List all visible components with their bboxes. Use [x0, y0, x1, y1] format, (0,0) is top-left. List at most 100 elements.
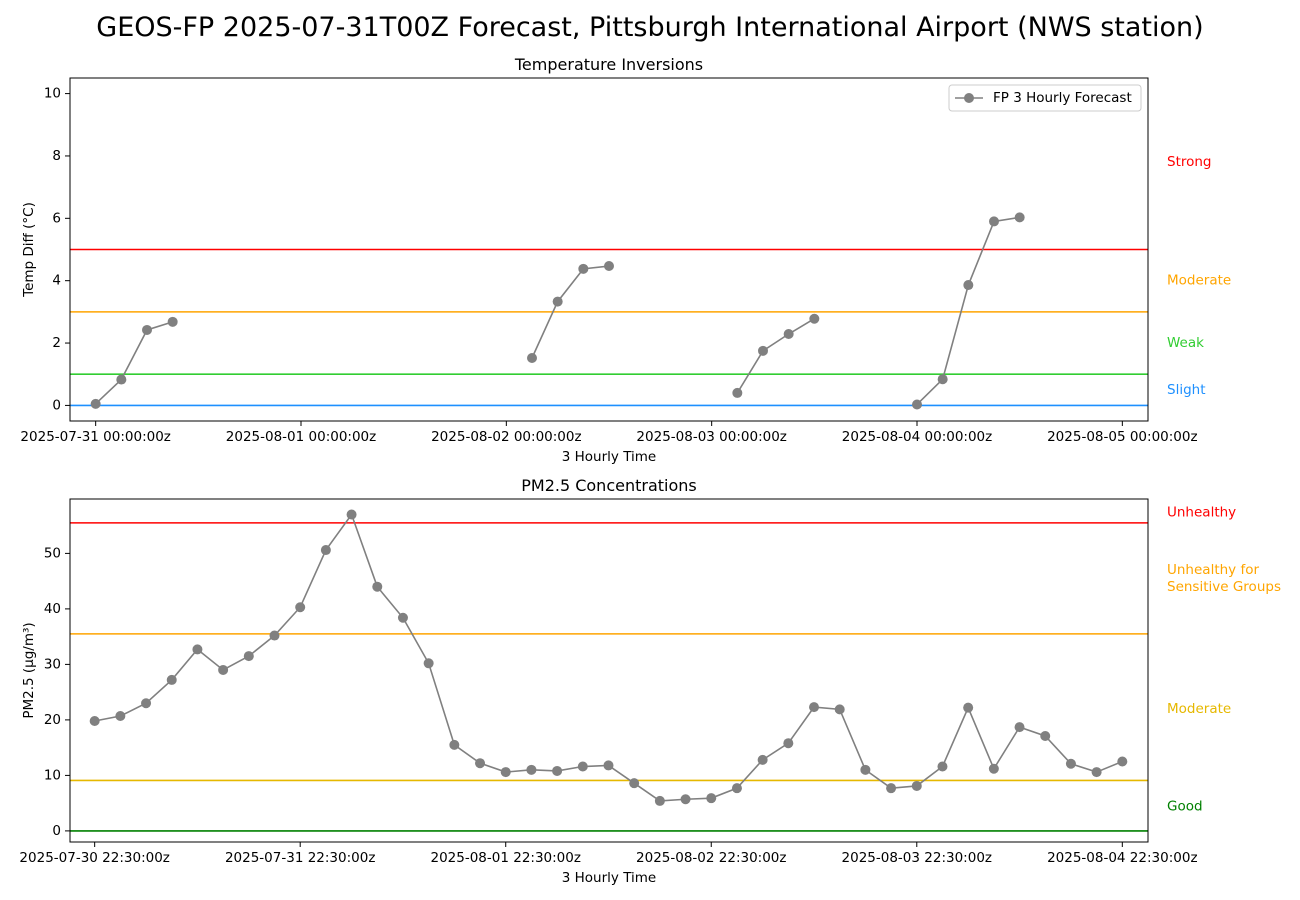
series-line: [916, 216, 1020, 406]
legend: FP 3 Hourly Forecast: [948, 84, 1142, 112]
threshold-label: Strong: [1167, 154, 1212, 170]
data-point: [423, 658, 434, 669]
data-point: [449, 739, 460, 750]
chart-title: PM2.5 Concentrations: [521, 476, 697, 495]
data-point: [397, 612, 408, 623]
x-tick-label: 2025-08-03 22:30:00z: [842, 850, 992, 866]
data-point: [192, 644, 203, 655]
data-point: [141, 698, 152, 709]
data-point: [578, 263, 589, 274]
data-point: [809, 702, 820, 713]
data-point: [475, 758, 486, 769]
y-tick-label: 6: [52, 210, 61, 226]
y-tick-label: 0: [52, 397, 61, 413]
data-point: [115, 711, 126, 722]
data-point: [1091, 767, 1102, 778]
axes-frame: [69, 77, 1149, 422]
data-point: [937, 374, 948, 385]
x-tick-label: 2025-08-02 00:00:00z: [431, 429, 581, 445]
data-point: [218, 664, 229, 675]
data-point: [860, 764, 871, 775]
data-point: [731, 783, 742, 794]
data-point: [604, 261, 614, 272]
data-point: [577, 761, 588, 772]
y-axis-label: Temp Diff (°C): [21, 202, 37, 298]
series-line: [95, 321, 173, 405]
data-point: [320, 545, 331, 556]
threshold-label: Weak: [1167, 335, 1204, 351]
data-point: [269, 630, 280, 641]
data-point: [886, 783, 897, 794]
data-point: [500, 767, 511, 778]
data-point: [526, 764, 537, 775]
data-point: [834, 704, 845, 715]
x-tick-label: 2025-07-30 22:30:00z: [19, 850, 169, 866]
data-point: [706, 793, 717, 804]
data-point: [603, 760, 614, 771]
data-point: [1117, 756, 1128, 767]
legend-marker: [964, 93, 974, 103]
legend-label: FP 3 Hourly Forecast: [993, 90, 1132, 106]
chart-title: Temperature Inversions: [514, 55, 703, 74]
y-axis-label: PM2.5 (μg/m³): [21, 622, 37, 718]
x-axis-label: 3 Hourly Time: [562, 449, 656, 465]
threshold-label-line: Unhealthy for: [1167, 562, 1259, 578]
page-title: GEOS-FP 2025-07-31T00Z Forecast, Pittsbu…: [96, 12, 1204, 43]
data-point: [654, 795, 665, 806]
data-point: [1014, 212, 1025, 223]
data-point: [911, 780, 922, 791]
data-point: [758, 345, 768, 356]
data-point: [809, 313, 820, 324]
x-tick-label: 2025-08-04 22:30:00z: [1047, 850, 1197, 866]
y-tick-label: 10: [44, 767, 61, 783]
y-tick-label: 2: [52, 335, 61, 351]
data-point: [90, 398, 101, 409]
y-tick-label: 50: [44, 545, 61, 561]
data-point: [1065, 758, 1076, 769]
threshold-label: Good: [1167, 798, 1203, 814]
data-point: [116, 374, 127, 385]
x-axis-label: 3 Hourly Time: [562, 870, 656, 886]
data-point: [757, 754, 768, 765]
y-tick-label: 30: [44, 656, 61, 672]
data-point: [552, 296, 563, 307]
data-point: [912, 399, 922, 410]
x-tick-label: 2025-08-03 00:00:00z: [636, 429, 786, 445]
y-tick-label: 40: [44, 601, 61, 617]
data-point: [372, 581, 383, 592]
legend-box: [948, 84, 1142, 112]
x-tick-label: 2025-08-01 00:00:00z: [226, 429, 376, 445]
y-tick-label: 4: [52, 273, 61, 289]
threshold-label: Slight: [1167, 382, 1206, 398]
threshold-label: Moderate: [1167, 273, 1231, 289]
data-point: [732, 387, 743, 398]
y-tick-label: 20: [44, 712, 61, 728]
data-point: [167, 316, 178, 327]
data-point: [1014, 722, 1025, 733]
x-tick-label: 2025-08-01 22:30:00z: [430, 850, 580, 866]
x-tick-label: 2025-08-04 00:00:00z: [842, 429, 992, 445]
data-point: [963, 702, 974, 713]
data-point: [988, 763, 999, 774]
y-tick-label: 8: [52, 148, 61, 164]
series-line: [736, 318, 815, 394]
data-point: [783, 738, 794, 749]
data-point: [937, 761, 948, 772]
series-line: [531, 265, 610, 359]
data-point: [989, 216, 999, 227]
inversion-chart: Strong Moderate Weak Slight 0 2 4 6 8 10 2025-07-3…: [20, 55, 1231, 465]
data-point: [89, 716, 100, 727]
x-tick-label: 2025-08-02 22:30:00z: [636, 850, 786, 866]
x-tick-label: 2025-07-31 00:00:00z: [20, 429, 170, 445]
data-point: [963, 280, 974, 291]
data-point: [783, 329, 794, 340]
data-point: [629, 778, 640, 789]
data-point: [346, 509, 357, 520]
data-point: [142, 324, 152, 335]
data-point: [243, 651, 254, 662]
threshold-label: Moderate: [1167, 701, 1231, 717]
y-tick-label: 0: [52, 823, 61, 839]
data-point: [1040, 730, 1051, 741]
